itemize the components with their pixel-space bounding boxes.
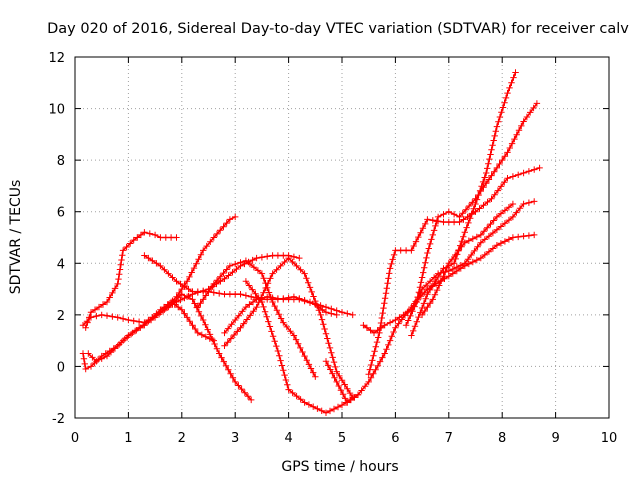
y-tick-label: -2 [52, 412, 65, 427]
y-tick-labels: -2 0 2 4 6 8 10 12 [48, 51, 65, 427]
plus-markers [82, 229, 180, 331]
series-line [197, 259, 317, 378]
y-tick-label: 4 [57, 257, 65, 272]
series-11 [322, 231, 538, 406]
series-line [87, 293, 252, 401]
plus-markers [242, 278, 362, 416]
y-tick-label: 12 [48, 51, 65, 66]
y-axis-label: SDTVAR / TECUs [8, 180, 24, 295]
series-13 [365, 164, 543, 378]
x-tick-label: 9 [551, 431, 559, 446]
x-tick-label: 0 [71, 431, 79, 446]
x-tick-label: 1 [124, 431, 132, 446]
series-7 [194, 257, 319, 380]
x-tick-label: 3 [231, 431, 239, 446]
chart-title: Day 020 of 2016, Sidereal Day-to-day VTE… [47, 21, 629, 37]
x-tick-labels: 0 1 2 3 4 5 6 7 8 9 10 [71, 431, 617, 446]
plus-markers [402, 100, 541, 329]
series-line [82, 216, 236, 326]
plus-markers [194, 257, 319, 380]
x-tick-label: 8 [498, 431, 506, 446]
y-tick-label: 10 [48, 103, 65, 118]
x-tick-label: 2 [178, 431, 186, 446]
series-2 [82, 229, 180, 331]
x-tick-label: 10 [601, 431, 618, 446]
y-tick-label: 6 [57, 206, 65, 221]
series-line [325, 234, 535, 404]
series-8 [221, 293, 340, 337]
x-tick-label: 7 [445, 431, 453, 446]
plus-markers [221, 293, 340, 337]
plus-markers [418, 200, 517, 319]
plus-markers [322, 231, 538, 406]
x-tick-label: 4 [284, 431, 292, 446]
series-10 [242, 278, 362, 416]
y-tick-label: 8 [57, 154, 65, 169]
series-15 [402, 100, 541, 329]
x-tick-label: 6 [391, 431, 399, 446]
grid-lines [75, 57, 609, 418]
series-layer [79, 69, 543, 416]
x-tick-label: 5 [338, 431, 346, 446]
y-tick-label: 0 [57, 360, 65, 375]
plus-markers [85, 291, 255, 404]
x-axis-label: GPS time / hours [281, 459, 398, 475]
series-3 [85, 291, 255, 404]
axis-ticks [74, 56, 610, 419]
plus-markers [365, 164, 543, 378]
plus-markers [408, 69, 519, 339]
series-16 [408, 69, 519, 339]
y-tick-label: 2 [57, 309, 65, 324]
